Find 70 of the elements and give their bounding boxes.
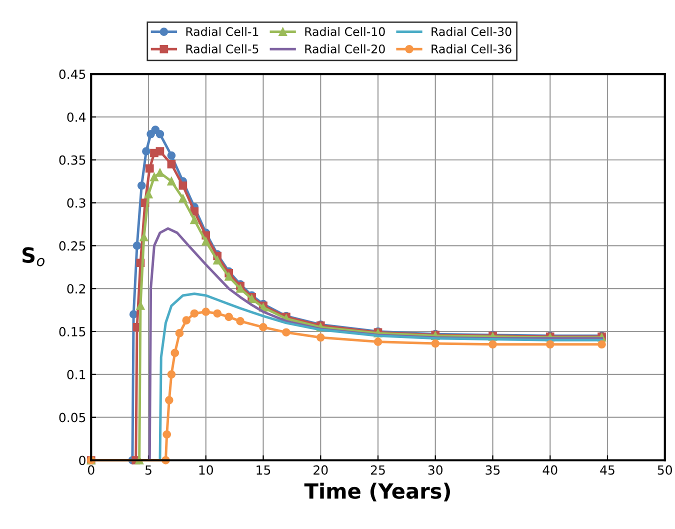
point [546,340,554,349]
point [150,172,158,182]
point [488,340,497,349]
point [164,396,174,404]
point [162,430,172,439]
point [145,164,154,173]
point [167,177,176,186]
y-tick-label: 0.45 [59,70,86,79]
point [224,312,233,322]
y-tick-label: 0.2 [67,284,86,294]
point [374,338,382,346]
y-axis-title: S$_{o}$ [22,247,44,266]
point [224,272,233,281]
x-tick-label: 0 [88,465,94,475]
point [170,348,180,358]
point [236,317,244,326]
point [282,328,290,337]
x-tick-label: 20 [314,465,328,475]
point [213,309,222,318]
x-tick-label: 40 [542,465,558,475]
legend-label: Radial Cell-1 [186,26,258,36]
y-tick-label: 0.25 [59,241,86,251]
legend-label: Radial Cell-36 [432,44,512,54]
point [178,194,188,203]
point [213,256,222,264]
x-tick-label: 10 [199,465,213,475]
point [142,147,150,156]
x-axis-title: Time (Years) [304,482,450,502]
legend-label: Radial Cell-20 [305,44,385,54]
x-tick-label: 35 [486,465,500,475]
x-tick-label: 50 [658,465,672,475]
y-tick-label: 0.15 [59,326,86,336]
x-tick-label: 25 [370,465,385,475]
x-tick-label: 5 [145,465,152,475]
x-tick-label: 45 [600,465,614,475]
point [178,181,188,190]
point [190,216,199,224]
y-tick-label: 0.4 [67,112,86,122]
point [137,181,146,190]
point [202,237,210,246]
y-tick-label: 0.1 [67,370,86,380]
y-tick-label: 0.3 [67,198,86,208]
point [129,310,138,319]
legend-label: Radial Cell-30 [432,26,512,36]
point [156,130,164,138]
point [156,147,164,156]
legend-label: Radial Cell-5 [186,44,258,54]
point [156,168,164,177]
point [259,323,268,332]
point [167,370,176,379]
x-tick-label: 30 [428,465,442,475]
point [175,329,184,338]
point [167,151,176,160]
point [190,207,199,216]
point [431,339,440,348]
y-tick-label: 0.05 [59,412,86,422]
point [190,309,199,318]
point [236,284,244,293]
point [316,333,325,342]
legend-label: Radial Cell-10 [305,26,385,36]
y-tick-label: 0 [79,456,86,466]
point [132,242,142,250]
x-tick-label: 15 [256,465,270,475]
point [144,190,153,198]
point [202,308,210,316]
point [136,302,145,310]
point [598,340,606,349]
point [182,316,191,325]
y-tick-label: 0.35 [59,155,86,165]
point [167,160,176,168]
